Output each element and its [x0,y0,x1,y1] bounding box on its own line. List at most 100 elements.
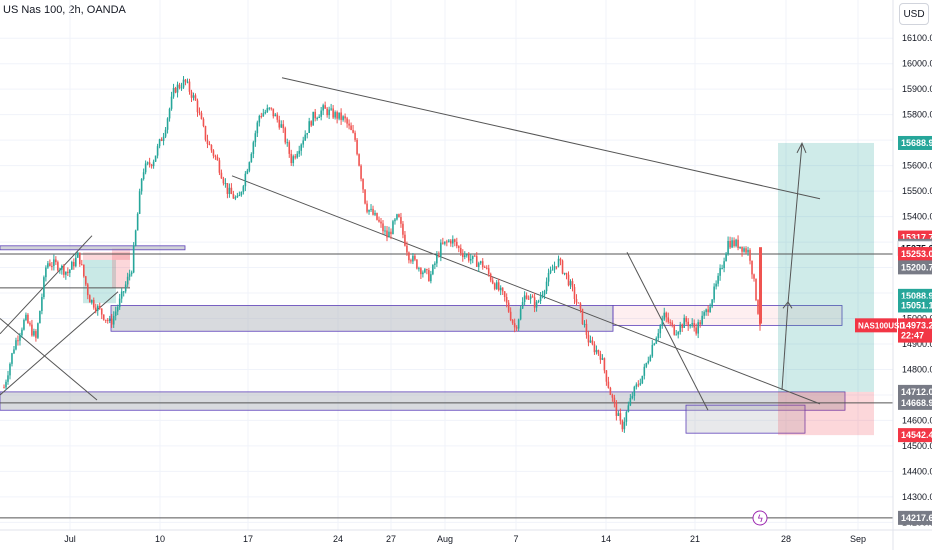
candle [114,311,117,316]
candle [567,274,570,286]
candle [635,384,638,387]
candle [651,345,654,357]
candle [372,208,374,215]
candle [509,311,512,321]
candle [194,95,197,101]
y-tick-label: 14400.0 [902,466,932,476]
candle [94,307,97,312]
candle [410,260,412,262]
candle [617,413,620,416]
zone-low-2 [685,404,806,434]
currency-button[interactable]: USD [899,3,929,25]
candle [218,160,221,173]
candle [693,323,695,328]
y-tick-label: 16100.0 [902,33,932,43]
candle [200,113,203,120]
candle [525,295,528,299]
candle [625,411,628,422]
candle [579,303,582,309]
candle [320,110,322,117]
candle [595,350,598,353]
candle [597,350,600,354]
candle [51,265,53,267]
candle [140,179,143,192]
candle [13,349,15,354]
candle [629,398,632,406]
candle [11,353,13,364]
candle [104,319,107,321]
x-tick-label: 7 [513,534,518,544]
candle [300,144,303,151]
chart-title: US Nas 100, 2h, OANDA [3,4,126,16]
candle [360,165,362,179]
x-tick-label: 17 [243,534,253,544]
candle [186,81,189,83]
candle [448,240,450,242]
candle [402,223,404,235]
y-tick-label: 15400.0 [902,212,932,222]
candle [100,308,103,315]
candle [33,331,35,336]
candle [637,384,640,386]
candle [641,375,644,384]
left-loss-box-2 [112,248,130,288]
candle [258,115,261,123]
candle [396,214,398,220]
candle [406,245,408,253]
candle [324,105,326,109]
price-tag-label: 14542.4 [901,430,932,440]
candle [134,230,137,246]
candle [232,194,235,199]
candle [260,115,263,117]
candle [697,322,699,334]
candle [569,281,572,286]
candle [21,329,23,336]
candle [19,335,21,341]
candle [292,156,295,164]
candle [308,121,310,133]
candle [15,340,17,350]
candle [366,203,368,212]
candle [192,95,195,98]
y-tick-label: 14500.0 [902,441,932,451]
lightning-icon[interactable] [752,510,768,526]
candle [88,295,91,303]
candle [699,322,701,325]
candle [607,381,610,388]
candle [703,312,705,316]
candle [212,150,215,156]
candle [529,296,532,299]
candle [499,287,502,291]
candle [735,239,737,246]
candle [747,249,749,253]
candle [715,283,717,287]
y-tick-label: 16000.0 [902,59,932,69]
candle [653,343,656,346]
candle [581,308,584,325]
candle [444,241,446,244]
candle [122,291,125,293]
candle [152,161,155,167]
candle [519,308,522,320]
candle [336,112,338,119]
candle [268,107,271,109]
candle [671,322,674,325]
candle [675,334,678,336]
channel-upper-line [281,77,821,200]
candle [328,109,330,116]
candle [557,258,560,267]
candle [178,84,181,88]
candle [643,366,646,376]
candle [623,421,626,430]
price-tag [898,298,932,313]
candle [80,264,83,266]
candle [503,291,506,297]
candle [350,125,352,131]
symbol-tag [855,318,897,333]
projection-arrow-1 [781,303,789,390]
candle [645,362,648,367]
candle [234,197,237,199]
candle [575,299,578,303]
y-tick-label: 15600.0 [902,161,932,171]
